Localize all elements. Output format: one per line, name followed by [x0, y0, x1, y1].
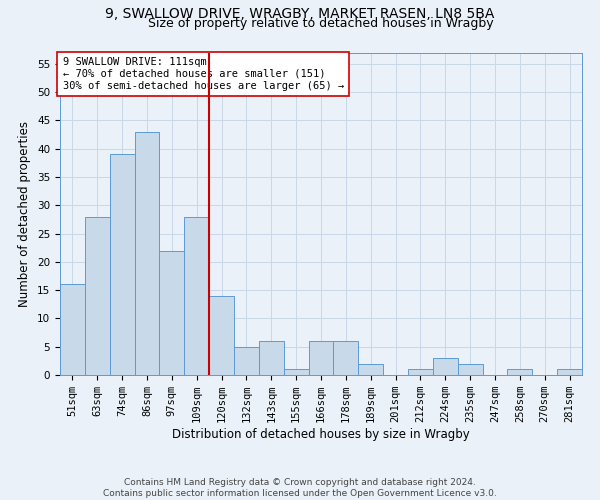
Y-axis label: Number of detached properties: Number of detached properties	[19, 120, 31, 306]
Text: Contains HM Land Registry data © Crown copyright and database right 2024.
Contai: Contains HM Land Registry data © Crown c…	[103, 478, 497, 498]
Bar	[209, 296, 234, 375]
Bar	[284, 370, 308, 375]
Bar	[508, 370, 532, 375]
Bar	[134, 132, 160, 375]
Bar	[85, 216, 110, 375]
Bar	[234, 346, 259, 375]
Bar	[160, 250, 184, 375]
Bar	[184, 216, 209, 375]
Bar	[408, 370, 433, 375]
Title: Size of property relative to detached houses in Wragby: Size of property relative to detached ho…	[148, 18, 494, 30]
Text: 9 SWALLOW DRIVE: 111sqm
← 70% of detached houses are smaller (151)
30% of semi-d: 9 SWALLOW DRIVE: 111sqm ← 70% of detache…	[62, 58, 344, 90]
Text: 9, SWALLOW DRIVE, WRAGBY, MARKET RASEN, LN8 5BA: 9, SWALLOW DRIVE, WRAGBY, MARKET RASEN, …	[106, 8, 494, 22]
Bar	[334, 341, 358, 375]
Bar	[557, 370, 582, 375]
Bar	[433, 358, 458, 375]
Bar	[358, 364, 383, 375]
Bar	[259, 341, 284, 375]
Bar	[60, 284, 85, 375]
Bar	[110, 154, 134, 375]
X-axis label: Distribution of detached houses by size in Wragby: Distribution of detached houses by size …	[172, 428, 470, 441]
Bar	[308, 341, 334, 375]
Bar	[458, 364, 482, 375]
